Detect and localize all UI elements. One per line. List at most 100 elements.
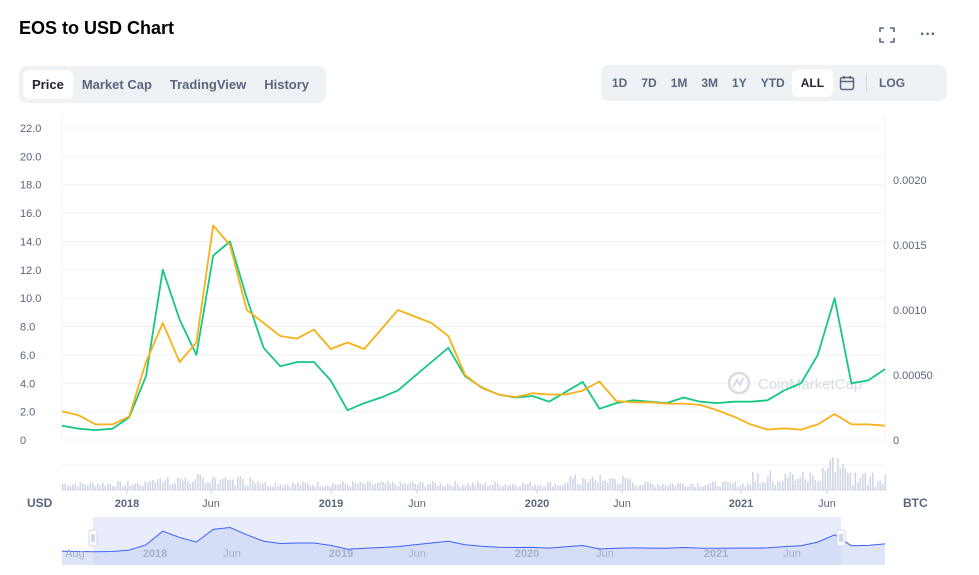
volume-bar (352, 481, 354, 490)
volume-bar (502, 486, 504, 490)
volume-bar (424, 486, 427, 490)
range-7d-button[interactable]: 7D (641, 76, 657, 90)
volume-bar (417, 484, 419, 490)
volume-bar (157, 479, 159, 490)
navigator-handle-right[interactable] (836, 529, 846, 547)
volume-bar (507, 485, 509, 490)
volume-bar (789, 472, 792, 490)
volume-bar (552, 486, 554, 490)
volume-bar (109, 484, 112, 490)
volume-bar (199, 474, 202, 490)
tab-price[interactable]: Price (23, 70, 73, 99)
volume-bar (659, 486, 662, 490)
volume-bar (504, 484, 507, 490)
volume-bar (112, 485, 114, 490)
tab-tradingview[interactable]: TradingView (169, 77, 247, 92)
range-1d-button[interactable]: 1D (612, 76, 628, 90)
volume-bar (419, 481, 422, 490)
volume-bar (97, 484, 99, 490)
series-line-btc[interactable] (61, 224, 886, 431)
volume-bar (487, 485, 489, 490)
navigator-handle-left[interactable] (88, 529, 98, 547)
left-axis: 22.0 20.0 18.0 16.0 14.0 12.0 10.0 8.0 6.0 4.0 2.0… (20, 123, 41, 447)
volume-bar (447, 483, 449, 490)
volume-bar (794, 480, 797, 490)
volume-bar (457, 483, 459, 490)
volume-bar (102, 482, 104, 490)
navigator-tick-label: Jun (408, 548, 426, 560)
navigator-tick-label: 2021 (704, 548, 728, 560)
volume-bar (297, 482, 299, 490)
volume-bar (207, 482, 209, 490)
right-tick-label: 0 (893, 435, 899, 447)
volume-bar (732, 483, 734, 490)
volume-bar (234, 485, 237, 490)
volume-bar (804, 479, 807, 490)
volume-bar (304, 482, 307, 490)
volume-bar (154, 482, 157, 490)
range-navigator: Aug 2018 Jun 2019 Jun 2020 Jun 2021 Jun (61, 517, 886, 565)
volume-bar (547, 482, 549, 490)
volume-bar (252, 480, 254, 490)
left-axis-unit: USD (27, 496, 53, 510)
volume-bar (189, 483, 192, 490)
calendar-icon[interactable] (839, 75, 855, 91)
navigator-tick-label: 2018 (143, 548, 167, 560)
left-tick-label: 20.0 (20, 151, 41, 163)
volume-bar (219, 479, 222, 490)
volume-bar (309, 485, 312, 490)
volume-bar (459, 486, 462, 490)
volume-bar (372, 484, 374, 490)
volume-bar (797, 478, 799, 490)
left-tick-label: 12.0 (20, 265, 41, 277)
volume-bar (674, 485, 677, 490)
range-1m-button[interactable]: 1M (670, 76, 688, 90)
volume-bar (444, 485, 447, 490)
volume-bar (729, 482, 732, 490)
volume-bar (604, 480, 607, 490)
volume-bar (227, 479, 229, 490)
volume-bar (337, 484, 339, 490)
volume-bar (344, 483, 347, 490)
volume-bar (617, 483, 619, 490)
volume-bar (629, 479, 632, 490)
volume-bar (594, 480, 597, 490)
volume-bar (649, 483, 652, 490)
volume-bar (62, 484, 64, 490)
range-ytd-button[interactable]: YTD (760, 76, 785, 90)
x-tick-label: Jun (408, 498, 426, 510)
volume-bar (639, 484, 642, 490)
more-horizontal-icon[interactable]: ··· (920, 26, 936, 43)
volume-bar (324, 485, 327, 490)
volume-bar (269, 486, 272, 490)
volume-bar (449, 485, 452, 490)
log-scale-button[interactable]: LOG (879, 76, 906, 90)
volume-bar (89, 482, 92, 490)
volume-bar (119, 481, 122, 490)
range-1y-button[interactable]: 1Y (732, 76, 747, 90)
volume-bar (862, 473, 864, 490)
volume-bar (587, 482, 589, 490)
volume-bar (284, 484, 287, 490)
range-3m-button[interactable]: 3M (701, 76, 719, 90)
volume-bar (564, 482, 567, 490)
volume-bar (472, 482, 474, 490)
volume-bar (134, 483, 137, 490)
expand-icon[interactable] (877, 26, 897, 44)
volume-bar (572, 478, 574, 490)
volume-bar (532, 486, 534, 490)
volume-bar (607, 482, 609, 490)
x-axis: 2018 Jun 2019 Jun 2020 Jun 2021 Jun (62, 489, 885, 510)
volume-bar (554, 483, 557, 490)
volume-bar (599, 475, 602, 490)
navigator-area (62, 527, 885, 565)
tab-history[interactable]: History (264, 77, 310, 92)
right-tick-label: 0.0020 (893, 175, 927, 187)
x-tick-label: Jun (202, 498, 220, 510)
volume-bar (714, 481, 717, 490)
tab-market-cap[interactable]: Market Cap (81, 77, 152, 92)
left-tick-label: 2.0 (20, 407, 35, 419)
volume-bar (99, 485, 102, 490)
range-all-button[interactable]: ALL (791, 69, 834, 97)
